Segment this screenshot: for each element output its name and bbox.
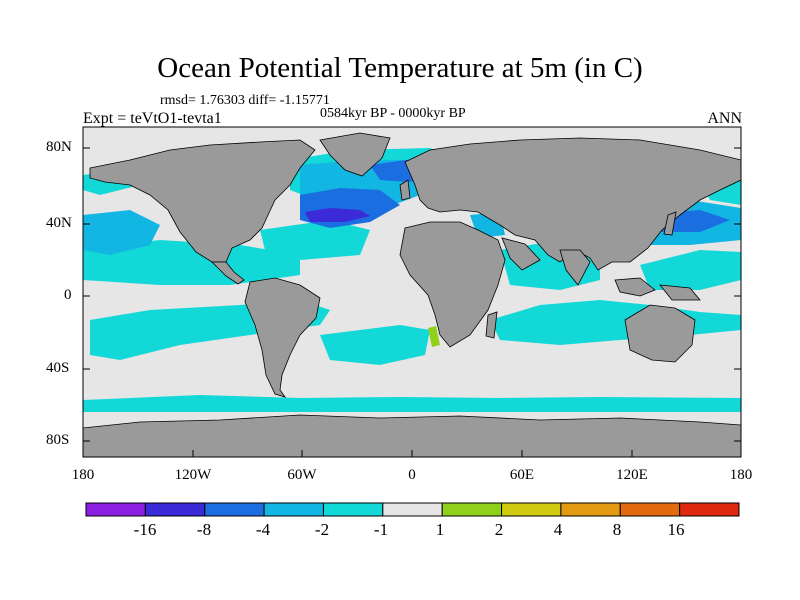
colorbar-label: -4 <box>255 520 271 539</box>
colorbar-swatch <box>85 502 146 517</box>
lon-label-120e: 120E <box>616 467 648 483</box>
lat-label-0: 0 <box>64 287 72 303</box>
colorbar-label: 8 <box>612 520 622 539</box>
colorbar-label: -8 <box>196 520 212 539</box>
lat-label-80s: 80S <box>46 432 70 448</box>
colorbar-swatch <box>501 502 562 517</box>
colorbar-label: -1 <box>373 520 389 539</box>
colorbar-swatch <box>263 502 324 517</box>
colorbar-swatch <box>560 502 621 517</box>
colorbar-swatch <box>204 502 265 517</box>
colorbar-label: 1 <box>435 520 445 539</box>
anomaly-darkblue-regions <box>305 208 370 222</box>
colorbar <box>85 502 740 517</box>
season-label: ANN <box>707 110 742 127</box>
colorbar-swatch <box>679 502 740 517</box>
colorbar-label: -2 <box>314 520 330 539</box>
colorbar-label: 4 <box>553 520 563 539</box>
lon-label-180w: 180 <box>71 467 95 483</box>
colorbar-swatch <box>144 502 206 517</box>
lat-label-40n: 40N <box>46 215 72 231</box>
lat-label-40s: 40S <box>46 360 70 376</box>
rmsd-diff-stats: rmsd= 1.76303 diff= -1.15771 <box>160 93 330 108</box>
anomaly-green-region <box>428 326 440 347</box>
map-ticks <box>83 147 741 457</box>
time-period-label: 0584kyr BP - 0000kyr BP <box>320 106 466 121</box>
colorbar-label: 16 <box>667 520 685 539</box>
lon-label-60e: 60E <box>509 467 535 483</box>
map-panel <box>83 127 741 457</box>
lon-label-0: 0 <box>408 467 416 483</box>
land-masses <box>83 132 741 457</box>
plot-title: Ocean Potential Temperature at 5m (in C) <box>157 52 643 84</box>
colorbar-label: 2 <box>494 520 504 539</box>
colorbar-swatch <box>441 502 503 517</box>
colorbar-swatch <box>619 502 681 517</box>
lon-label-180e: 180 <box>729 467 753 483</box>
colorbar-swatch <box>322 502 384 517</box>
lat-label-80n: 80N <box>46 139 72 155</box>
lon-label-120w: 120W <box>174 467 212 483</box>
lon-label-60w: 60W <box>287 467 317 483</box>
colorbar-label: -16 <box>133 520 157 539</box>
colorbar-swatch <box>382 502 443 517</box>
experiment-label: Expt = teVtO1-tevta1 <box>83 110 222 127</box>
